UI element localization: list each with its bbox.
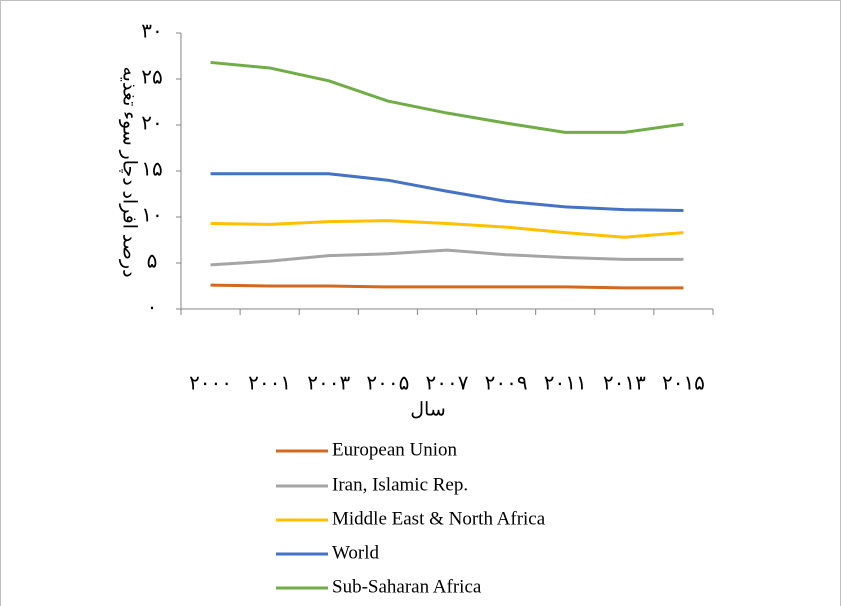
x-tick-label: ۲۰۱۵ xyxy=(662,373,705,395)
y-tick-label: ۵ xyxy=(147,251,158,273)
legend-label: Iran, Islamic Rep. xyxy=(332,474,468,495)
x-tick-label: ۲۰۰۷ xyxy=(426,373,469,395)
x-axis-title: سال xyxy=(410,399,446,420)
series-line xyxy=(210,219,684,239)
series-line xyxy=(210,172,684,213)
legend-label: Middle East & North Africa xyxy=(332,508,546,529)
x-tick-label: ۲۰۱۱ xyxy=(544,373,587,395)
x-tick-label: ۲۰۰۱ xyxy=(248,373,291,395)
x-tick-label: ۲۰۱۳ xyxy=(603,373,646,395)
x-tick-label: ۲۰۰۰ xyxy=(189,373,232,395)
y-tick-label: ۱۵ xyxy=(141,159,162,181)
legend-label: World xyxy=(332,542,380,563)
legend-label: Sub-Saharan Africa xyxy=(332,576,482,597)
y-tick-label: ۲۵ xyxy=(141,67,162,89)
y-tick-label: ۳۰ xyxy=(141,21,162,43)
y-tick-label: ۲۰ xyxy=(141,113,162,135)
y-tick-label: ۰ xyxy=(147,297,158,319)
x-tick-label: ۲۰۰۵ xyxy=(366,373,409,395)
x-tick-label: ۲۰۰۳ xyxy=(307,373,350,395)
series-line xyxy=(210,60,684,134)
series-line xyxy=(210,248,684,267)
x-tick-label: ۲۰۰۹ xyxy=(485,373,528,395)
legend-label: European Union xyxy=(332,439,458,460)
y-tick-label: ۱۰ xyxy=(141,205,162,227)
series-line xyxy=(210,283,684,290)
y-axis-title: درصد افراد دچار سوء تغذیه xyxy=(119,66,140,277)
